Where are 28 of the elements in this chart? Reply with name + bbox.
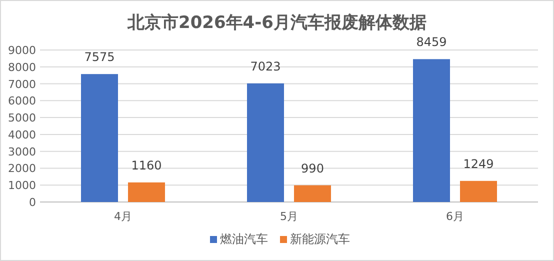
bar xyxy=(128,182,165,202)
data-label: 7575 xyxy=(84,50,115,64)
x-tick-label: 4月 xyxy=(114,210,132,223)
y-tick-label: 0 xyxy=(29,196,36,209)
x-tick-label: 5月 xyxy=(280,210,298,223)
y-tick-label: 2000 xyxy=(8,162,36,176)
bar xyxy=(294,185,331,202)
legend-label: 燃油汽车 xyxy=(220,232,268,246)
data-label: 1249 xyxy=(463,156,494,171)
bar xyxy=(413,59,450,202)
data-label: 1160 xyxy=(131,158,162,172)
bar xyxy=(460,180,497,202)
bar xyxy=(247,83,284,202)
data-label: 990 xyxy=(301,161,324,176)
y-tick-label: 1000 xyxy=(8,179,36,192)
y-tick-label: 5000 xyxy=(8,112,36,125)
y-tick-label: 8000 xyxy=(8,60,36,74)
y-tick-label: 7000 xyxy=(8,78,36,91)
chart-title: 北京市2026年4-6月汽车报废解体数据 xyxy=(126,13,427,33)
y-tick-label: 4000 xyxy=(8,128,36,142)
bar xyxy=(81,74,118,202)
data-label: 7023 xyxy=(250,59,281,74)
legend-label: 新能源汽车 xyxy=(290,232,350,246)
x-tick-label: 6月 xyxy=(446,210,464,223)
y-tick-label: 6000 xyxy=(8,94,36,108)
data-label: 8459 xyxy=(416,35,447,50)
y-tick-label: 3000 xyxy=(8,145,36,158)
y-tick-label: 9000 xyxy=(8,44,36,57)
